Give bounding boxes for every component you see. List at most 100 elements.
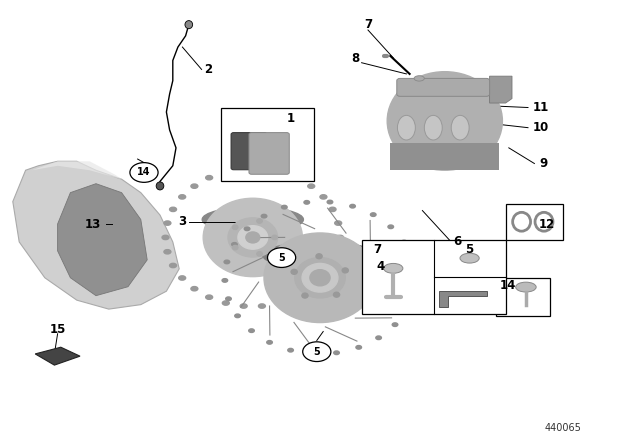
Ellipse shape [164, 221, 171, 225]
Text: 14: 14 [499, 279, 516, 293]
Polygon shape [439, 291, 486, 307]
Ellipse shape [202, 207, 303, 232]
Ellipse shape [302, 263, 338, 292]
Ellipse shape [424, 116, 442, 140]
FancyBboxPatch shape [249, 133, 289, 174]
Ellipse shape [259, 304, 266, 308]
Ellipse shape [170, 207, 177, 211]
Ellipse shape [383, 263, 403, 273]
Ellipse shape [451, 116, 469, 140]
Ellipse shape [310, 270, 330, 286]
Ellipse shape [291, 269, 297, 274]
Ellipse shape [411, 289, 417, 293]
Ellipse shape [333, 351, 339, 354]
Ellipse shape [342, 268, 348, 273]
Ellipse shape [240, 304, 247, 308]
FancyBboxPatch shape [397, 78, 490, 96]
Ellipse shape [320, 195, 327, 199]
Ellipse shape [156, 182, 164, 190]
Ellipse shape [335, 250, 342, 254]
Ellipse shape [179, 276, 186, 280]
Text: 15: 15 [49, 323, 66, 336]
Ellipse shape [329, 207, 336, 211]
Polygon shape [32, 161, 141, 193]
Ellipse shape [246, 232, 260, 243]
Text: 8: 8 [351, 52, 359, 65]
Text: 440065: 440065 [545, 423, 582, 433]
Ellipse shape [226, 297, 231, 301]
Ellipse shape [235, 314, 241, 318]
Text: 5: 5 [278, 253, 285, 263]
Circle shape [303, 342, 331, 362]
Text: 3: 3 [179, 215, 186, 228]
Ellipse shape [164, 250, 171, 254]
Ellipse shape [276, 301, 284, 305]
Ellipse shape [308, 184, 315, 188]
Ellipse shape [392, 323, 398, 327]
Ellipse shape [337, 235, 344, 240]
Text: 2: 2 [204, 63, 212, 76]
Ellipse shape [410, 258, 415, 261]
Bar [496, 278, 550, 316]
Text: 5: 5 [465, 243, 474, 256]
Polygon shape [13, 161, 179, 309]
Ellipse shape [304, 201, 310, 204]
Ellipse shape [191, 287, 198, 291]
Ellipse shape [257, 219, 262, 223]
Ellipse shape [293, 295, 300, 299]
Ellipse shape [329, 263, 336, 267]
Ellipse shape [263, 242, 377, 269]
Text: 1: 1 [287, 112, 295, 125]
Polygon shape [490, 76, 512, 103]
Ellipse shape [288, 349, 293, 352]
Ellipse shape [204, 198, 303, 276]
Ellipse shape [404, 307, 410, 310]
Ellipse shape [295, 258, 345, 298]
Ellipse shape [162, 235, 169, 240]
Ellipse shape [308, 287, 315, 291]
Ellipse shape [267, 340, 273, 344]
Bar [506, 204, 563, 240]
Ellipse shape [222, 301, 229, 305]
Circle shape [130, 163, 158, 182]
Text: 7: 7 [364, 18, 372, 31]
Text: 12: 12 [539, 217, 556, 231]
Text: 6: 6 [454, 235, 461, 249]
Ellipse shape [264, 233, 376, 323]
Ellipse shape [238, 226, 268, 249]
Ellipse shape [412, 276, 418, 280]
Ellipse shape [460, 253, 479, 263]
Ellipse shape [259, 167, 266, 171]
Ellipse shape [376, 336, 381, 340]
Ellipse shape [222, 170, 229, 174]
Ellipse shape [249, 329, 254, 332]
Ellipse shape [293, 176, 300, 180]
Polygon shape [35, 347, 80, 365]
Text: 13: 13 [84, 217, 101, 231]
Text: 4: 4 [377, 260, 385, 273]
Ellipse shape [414, 76, 424, 81]
Ellipse shape [232, 246, 238, 250]
Ellipse shape [371, 213, 376, 216]
Ellipse shape [387, 72, 502, 170]
Ellipse shape [356, 345, 362, 349]
Bar [221, 108, 314, 181]
Ellipse shape [282, 205, 287, 209]
Ellipse shape [327, 200, 333, 204]
Ellipse shape [240, 167, 247, 171]
Ellipse shape [232, 242, 237, 246]
Circle shape [268, 248, 296, 267]
Ellipse shape [397, 116, 415, 140]
Ellipse shape [170, 263, 177, 267]
Ellipse shape [257, 252, 262, 256]
Text: 9: 9 [540, 157, 548, 170]
Bar [362, 240, 506, 314]
Ellipse shape [205, 295, 212, 299]
Text: 5: 5 [314, 347, 320, 357]
Text: 14: 14 [137, 168, 151, 177]
Ellipse shape [276, 170, 284, 174]
Text: 7: 7 [374, 243, 381, 256]
Ellipse shape [261, 214, 267, 218]
Polygon shape [58, 184, 147, 296]
Ellipse shape [191, 184, 198, 188]
